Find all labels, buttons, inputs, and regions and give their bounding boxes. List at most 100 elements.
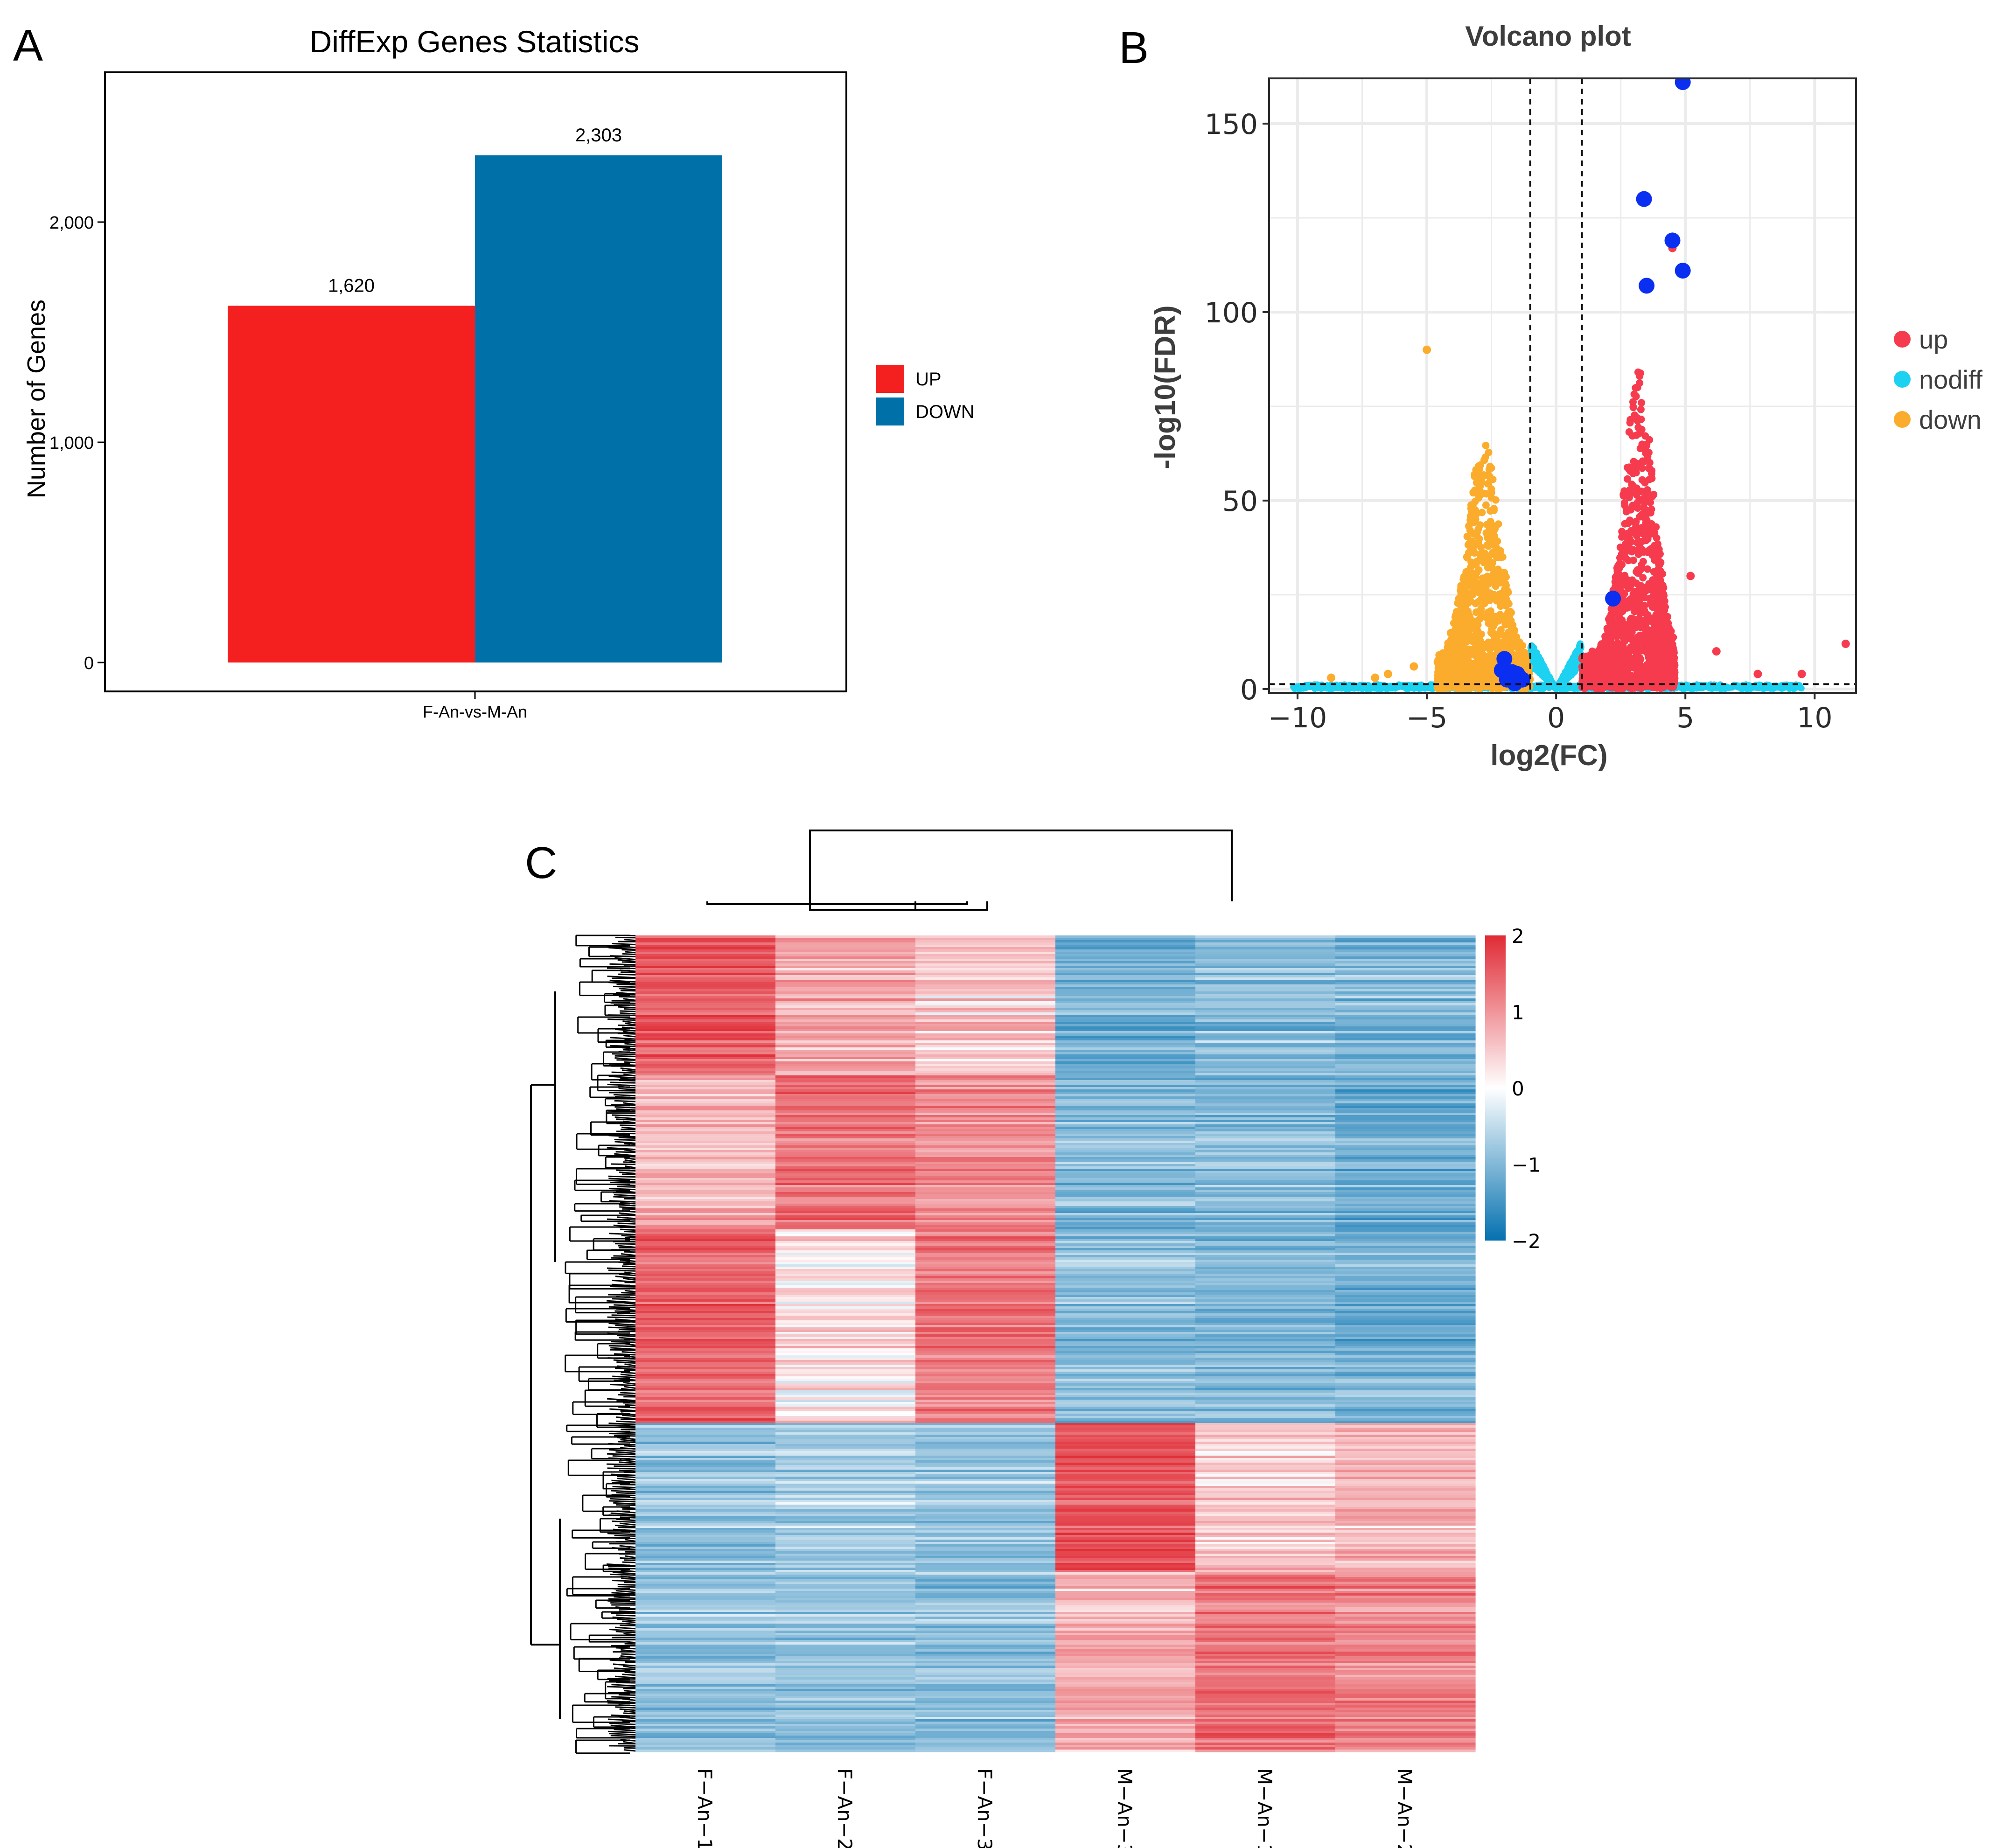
- volcano-point-up: [1624, 463, 1632, 471]
- heatmap-cell: [915, 1003, 1056, 1006]
- volcano-point-up: [1630, 607, 1638, 615]
- volcano-point-up: [1632, 392, 1640, 400]
- heatmap-cell: [635, 1019, 776, 1022]
- heatmap-cell: [1055, 1103, 1196, 1106]
- volcano-point-up: [1634, 633, 1642, 641]
- heatmap-cell: [775, 1015, 916, 1018]
- heatmap-cell: [1335, 1136, 1476, 1139]
- heatmap-cell: [775, 1010, 916, 1013]
- volcano-point-up: [1640, 458, 1648, 466]
- heatmap-cell: [1195, 949, 1336, 952]
- heatmap-cell: [635, 1159, 776, 1162]
- heatmap-cell: [1335, 1066, 1476, 1069]
- heatmap-cell: [1195, 1138, 1336, 1141]
- heatmap-cell: [1195, 1008, 1336, 1011]
- heatmap-cell: [1335, 947, 1476, 950]
- heatmap-cell: [915, 1155, 1056, 1158]
- heatmap-cell: [775, 1145, 916, 1148]
- heatmap-cell: [775, 984, 916, 987]
- volcano-point-down: [1487, 564, 1495, 572]
- heatmap-cell: [1195, 1017, 1336, 1020]
- heatmap-cell: [1195, 1155, 1336, 1158]
- heatmap-cell: [1195, 1122, 1336, 1125]
- heatmap-cell: [1335, 1019, 1476, 1022]
- volcano-point-down: [1478, 509, 1486, 516]
- heatmap-cell: [1055, 1131, 1196, 1134]
- heatmap-cell: [1335, 1085, 1476, 1088]
- heatmap-cell: [635, 1143, 776, 1146]
- heatmap-cell: [775, 1022, 916, 1025]
- panel-label-a: A: [13, 21, 43, 70]
- heatmap-cell: [775, 1204, 916, 1206]
- volcano-point-up: [1639, 647, 1647, 655]
- heatmap-cell: [635, 940, 776, 943]
- heatmap-cell: [1195, 961, 1336, 964]
- heatmap-cell: [915, 949, 1056, 952]
- heatmap-cell: [1055, 1127, 1196, 1130]
- heatmap-cell: [1055, 1185, 1196, 1188]
- heatmap-cell: [1335, 975, 1476, 978]
- heatmap-cell: [1195, 984, 1336, 987]
- volcano-point-down: [1489, 675, 1497, 683]
- heatmap-cell: [1195, 987, 1336, 990]
- volcano-point-down: [1507, 623, 1515, 631]
- heatmap-cell: [1195, 1141, 1336, 1144]
- heatmap-cell: [1195, 945, 1336, 948]
- heatmap-cell: [775, 1101, 916, 1104]
- heatmap-cell: [775, 1033, 916, 1036]
- heatmap-cell: [915, 1176, 1056, 1179]
- heatmap-cell: [1335, 956, 1476, 959]
- volcano-point-down: [1450, 619, 1458, 627]
- heatmap-cell: [915, 1054, 1056, 1057]
- volcano-point-nodiff: [1314, 681, 1321, 688]
- volcano-point-nodiff: [1347, 684, 1354, 691]
- heatmap-cell: [1335, 1141, 1476, 1144]
- heatmap-cell: [635, 1087, 776, 1090]
- volcano-point-down: [1477, 544, 1485, 551]
- volcano-point-up: [1627, 623, 1635, 631]
- heatmap-cell: [1335, 996, 1476, 999]
- heatmap-cell: [635, 963, 776, 966]
- volcano-point-up: [1670, 654, 1678, 662]
- heatmap-cell: [635, 1092, 776, 1095]
- heatmap-cell: [915, 1152, 1056, 1155]
- volcano-legend-dot-up: [1894, 331, 1911, 348]
- volcano-point-up: [1649, 642, 1657, 649]
- volcano-point-up: [1614, 619, 1622, 627]
- heatmap-cell: [775, 1117, 916, 1120]
- heatmap-cell: [915, 1199, 1056, 1202]
- heatmap-cell: [915, 1059, 1056, 1062]
- heatmap-cell: [1195, 1103, 1336, 1106]
- volcano-point-up: [1632, 682, 1640, 690]
- heatmap-cell: [1195, 1064, 1336, 1067]
- heatmap-cell: [1055, 1180, 1196, 1183]
- heatmap-cell: [915, 1187, 1056, 1190]
- volcano-point-highlighted: [1605, 591, 1621, 607]
- heatmap-cell: [915, 1096, 1056, 1099]
- heatmap-cell: [915, 1085, 1056, 1088]
- heatmap-cell: [915, 991, 1056, 994]
- heatmap-cell: [1195, 1073, 1336, 1076]
- heatmap-cell: [1335, 1157, 1476, 1160]
- heatmap-cell: [775, 954, 916, 957]
- heatmap-cell: [1195, 1136, 1336, 1139]
- volcano-plot-area: [1269, 78, 1856, 693]
- heatmap-cell: [1055, 975, 1196, 978]
- volcano-point-up: [1753, 669, 1762, 678]
- heatmap-cell: [1335, 1171, 1476, 1174]
- volcano-point-nodiff: [1384, 685, 1391, 692]
- heatmap-cell: [915, 966, 1056, 969]
- volcano-point-up: [1611, 653, 1619, 661]
- heatmap-cell: [1055, 1106, 1196, 1109]
- heatmap-cell: [915, 1017, 1056, 1020]
- volcano-point-down: [1467, 648, 1475, 656]
- heatmap-cell: [1335, 1061, 1476, 1064]
- volcano-point-up: [1621, 676, 1629, 684]
- heatmap-cell: [1335, 1145, 1476, 1148]
- heatmap-cell: [1055, 1036, 1196, 1039]
- volcano-point-up: [1637, 585, 1645, 593]
- volcano-point-nodiff: [1365, 682, 1372, 689]
- volcano-point-up: [1595, 677, 1603, 685]
